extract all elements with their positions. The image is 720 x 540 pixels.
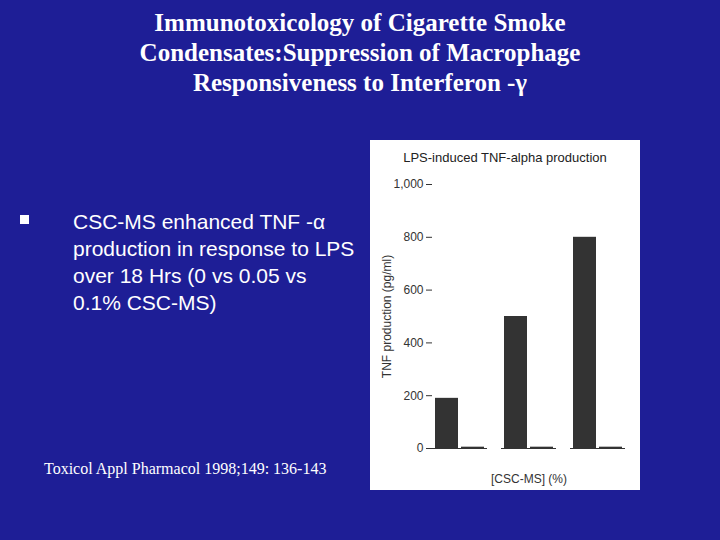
svg-text:TNF production (pg/ml): TNF production (pg/ml) bbox=[380, 255, 394, 378]
svg-text:400: 400 bbox=[403, 336, 423, 350]
html-text:Condensates:Suppression of Mac: Condensates:Suppression of Macrophage bbox=[139, 39, 581, 66]
svg-text:1,000: 1,000 bbox=[393, 177, 423, 191]
svg-text:600: 600 bbox=[403, 283, 423, 297]
html-text:Immunotoxicology of Cigarette: Immunotoxicology of Cigarette Smoke bbox=[154, 9, 566, 36]
html-text:Responsiveness to Interferon -: Responsiveness to Interferon -γ bbox=[192, 69, 528, 96]
svg-text:800: 800 bbox=[403, 230, 423, 244]
html-text:LPS-induced TNF-alpha producti: LPS-induced TNF-alpha production bbox=[403, 150, 607, 165]
svg-text:200: 200 bbox=[403, 389, 423, 403]
svg-text:0: 0 bbox=[417, 441, 424, 455]
html-text:Toxicol Appl Pharmacol 1998;14: Toxicol Appl Pharmacol 1998;149: 136-143 bbox=[44, 460, 327, 477]
html-text:CSC-MS enhanced TNF -α product: CSC-MS enhanced TNF -α production in res… bbox=[73, 210, 355, 314]
svg-text:[CSC-MS] (%): [CSC-MS] (%) bbox=[491, 472, 567, 486]
